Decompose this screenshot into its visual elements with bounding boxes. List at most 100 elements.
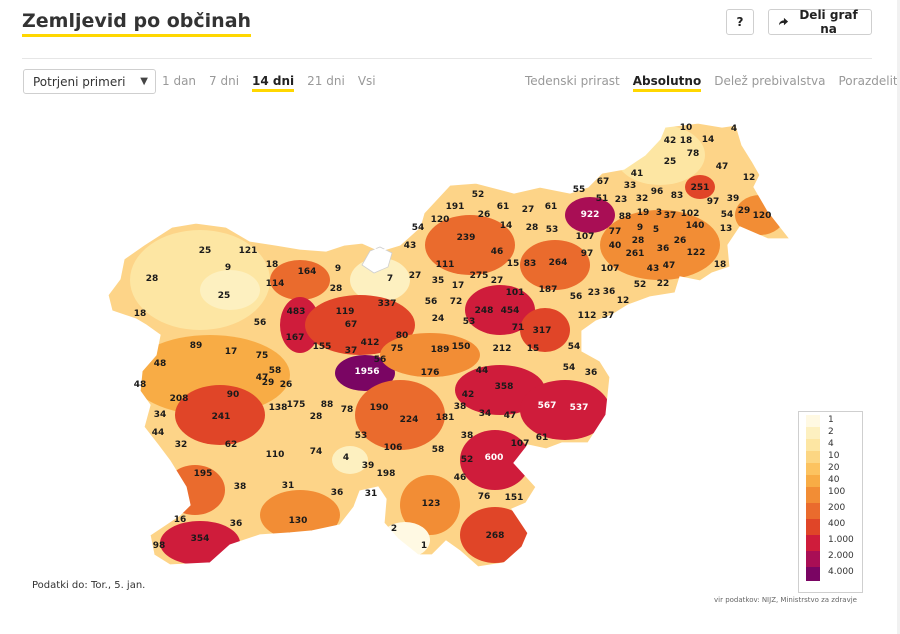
municipality-value: 56 (425, 297, 438, 307)
municipality-value: 31 (282, 481, 295, 491)
view-tabs: Tedenski prirast Absolutno Delež prebivals… (525, 74, 900, 92)
municipality-value: 120 (753, 211, 772, 221)
municipality-value: 32 (636, 194, 649, 204)
municipality-value: 4 (343, 453, 349, 463)
municipality-value: 176 (421, 368, 440, 378)
municipality-value: 354 (191, 534, 210, 544)
data-source: vir podatkov: NIJZ, Ministrstvo za zdrav… (714, 596, 857, 604)
color-legend: 1 2 4 10 20 40 100 200 400 1.000 2.000 4.000 (798, 411, 863, 593)
share-button[interactable]: Deli graf na (768, 8, 872, 36)
municipality-value: 9 (225, 263, 231, 273)
municipality-value: 1 (421, 541, 427, 551)
municipality-value: 122 (687, 248, 706, 258)
municipality-value: 107 (576, 232, 595, 242)
view-tab-1[interactable]: Absolutno (632, 74, 702, 92)
municipality-value: 58 (269, 366, 282, 376)
municipality-value: 19 (637, 208, 650, 218)
municipality-value: 2 (391, 524, 397, 534)
municipality-value: 56 (570, 292, 583, 302)
municipality-value: 600 (485, 453, 504, 463)
municipality-value: 77 (609, 227, 622, 237)
municipality-value: 14 (500, 221, 513, 231)
period-tab-4[interactable]: Vsi (357, 74, 376, 88)
municipality-value: 155 (313, 342, 332, 352)
municipality-value: 454 (501, 306, 520, 316)
municipality-value: 15 (527, 344, 540, 354)
municipality-value: 35 (432, 276, 445, 286)
municipality-value: 7 (387, 274, 393, 284)
legend-swatch (806, 463, 820, 475)
municipality-value: 54 (568, 342, 581, 352)
measure-select[interactable]: Potrjeni primeri ▼ (23, 69, 156, 94)
municipality-value: 18 (266, 260, 279, 270)
municipality-value: 189 (431, 345, 450, 355)
municipality-value: 102 (681, 209, 700, 219)
municipality-value: 198 (377, 469, 396, 479)
municipality-value: 97 (581, 249, 594, 259)
municipality-value: 90 (227, 390, 240, 400)
municipality-value: 36 (585, 368, 598, 378)
legend-tick: 1 (828, 415, 834, 425)
municipality-value: 41 (631, 169, 644, 179)
municipality-value: 38 (234, 482, 247, 492)
view-tab-3[interactable]: Porazdelitev (838, 74, 900, 88)
municipality-value: 22 (657, 279, 670, 289)
municipality-value: 3 (656, 208, 662, 218)
municipality-value: 107 (511, 439, 530, 449)
municipality-value: 26 (478, 210, 491, 220)
municipality-value: 51 (596, 194, 609, 204)
legend-tick: 400 (828, 519, 846, 529)
municipality-value: 27 (491, 276, 504, 286)
municipality-value: 251 (691, 183, 710, 193)
legend-swatch (806, 519, 820, 535)
municipality-value: 88 (321, 400, 334, 410)
municipality-value: 83 (671, 191, 684, 201)
municipality-value: 37 (345, 346, 358, 356)
municipality-value: 224 (400, 415, 419, 425)
legend-swatch (806, 535, 820, 551)
municipality-value: 36 (230, 519, 243, 529)
municipality-value: 61 (536, 433, 549, 443)
municipality-value: 37 (664, 211, 677, 221)
municipality-value: 67 (597, 177, 610, 187)
municipality-value: 75 (256, 351, 269, 361)
legend-tick: 10 (828, 451, 840, 461)
legend-tick: 40 (828, 475, 840, 485)
period-tab-3[interactable]: 21 dni (307, 74, 345, 88)
municipality-value: 275 (470, 271, 489, 281)
municipality-value: 12 (743, 173, 756, 183)
municipality-value: 120 (431, 215, 450, 225)
municipality-value: 28 (330, 284, 343, 294)
view-tab-0[interactable]: Tedenski prirast (525, 74, 620, 88)
municipality-value: 53 (546, 225, 559, 235)
municipality-value: 89 (190, 341, 203, 351)
municipality-value: 29 (738, 206, 751, 216)
municipality-value: 13 (720, 224, 733, 234)
period-tab-2[interactable]: 14 dni (252, 74, 295, 92)
municipality-value: 412 (361, 338, 380, 348)
municipality-value: 48 (154, 359, 167, 369)
legend-swatch (806, 439, 820, 451)
municipality-value: 98 (153, 541, 166, 551)
municipality-value: 4 (731, 124, 737, 134)
view-tab-2[interactable]: Delež prebivalstva (714, 74, 826, 88)
municipality-value: 54 (563, 363, 576, 373)
municipality-value: 78 (341, 405, 354, 415)
municipality-value: 9 (637, 223, 643, 233)
municipality-value: 123 (422, 499, 441, 509)
period-tab-1[interactable]: 7 dni (209, 74, 240, 88)
help-button[interactable]: ? (726, 9, 754, 35)
scrollbar[interactable] (897, 0, 900, 634)
municipality-value: 208 (170, 394, 189, 404)
period-tab-0[interactable]: 1 dan (162, 74, 197, 88)
municipality-value: 111 (436, 260, 455, 270)
municipality-value: 56 (374, 355, 387, 365)
municipality-value: 56 (254, 318, 267, 328)
municipality-value: 40 (609, 241, 622, 251)
municipality-value: 47 (256, 373, 269, 383)
municipality-value: 39 (362, 461, 375, 471)
legend-swatch (806, 487, 820, 503)
municipality-value: 52 (472, 190, 485, 200)
municipality-value: 53 (355, 431, 368, 441)
